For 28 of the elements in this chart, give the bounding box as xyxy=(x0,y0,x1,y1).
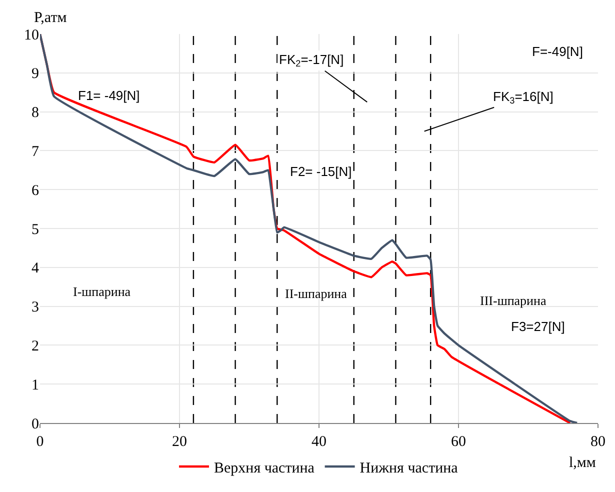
y-tick-label: 0 xyxy=(32,416,39,432)
annotation: FK$_{2}$=-17[N] xyxy=(279,52,344,69)
annotation: II-шпарина xyxy=(285,286,348,301)
legend-label: Нижня частина xyxy=(360,460,458,476)
annotation: F1= -49[N] xyxy=(78,88,140,103)
y-tick-label: 3 xyxy=(32,300,39,316)
x-tick-label: 60 xyxy=(451,434,466,450)
y-tick-label: 2 xyxy=(32,338,39,354)
legend-label: Верхня частина xyxy=(214,460,315,476)
y-tick-label: 7 xyxy=(32,144,40,160)
y-tick-label: 6 xyxy=(32,182,40,199)
y-tick-label: 8 xyxy=(32,105,39,122)
x-tick-label: 40 xyxy=(312,434,326,450)
annotation: F2= -15[N] xyxy=(290,164,352,179)
annotation: F3=27[N] xyxy=(511,319,565,334)
annotation: I-шпарина xyxy=(73,284,131,299)
x-axis-title: l,мм xyxy=(569,455,596,471)
x-tick-label: 20 xyxy=(172,434,187,450)
y-tick-label: 10 xyxy=(24,27,39,44)
annotation: III-шпарина xyxy=(480,293,546,308)
x-tick-label: 80 xyxy=(590,434,606,450)
y-tick-label: 5 xyxy=(32,222,39,238)
annotation: FK$_{3}$=16[N] xyxy=(493,89,554,106)
y-tick-label: 1 xyxy=(32,377,39,394)
y-tick-label: 4 xyxy=(32,260,40,277)
annotation: F=-49[N] xyxy=(532,44,583,59)
y-tick-label: 9 xyxy=(32,66,39,82)
y-axis-title: P,атм xyxy=(34,10,68,26)
